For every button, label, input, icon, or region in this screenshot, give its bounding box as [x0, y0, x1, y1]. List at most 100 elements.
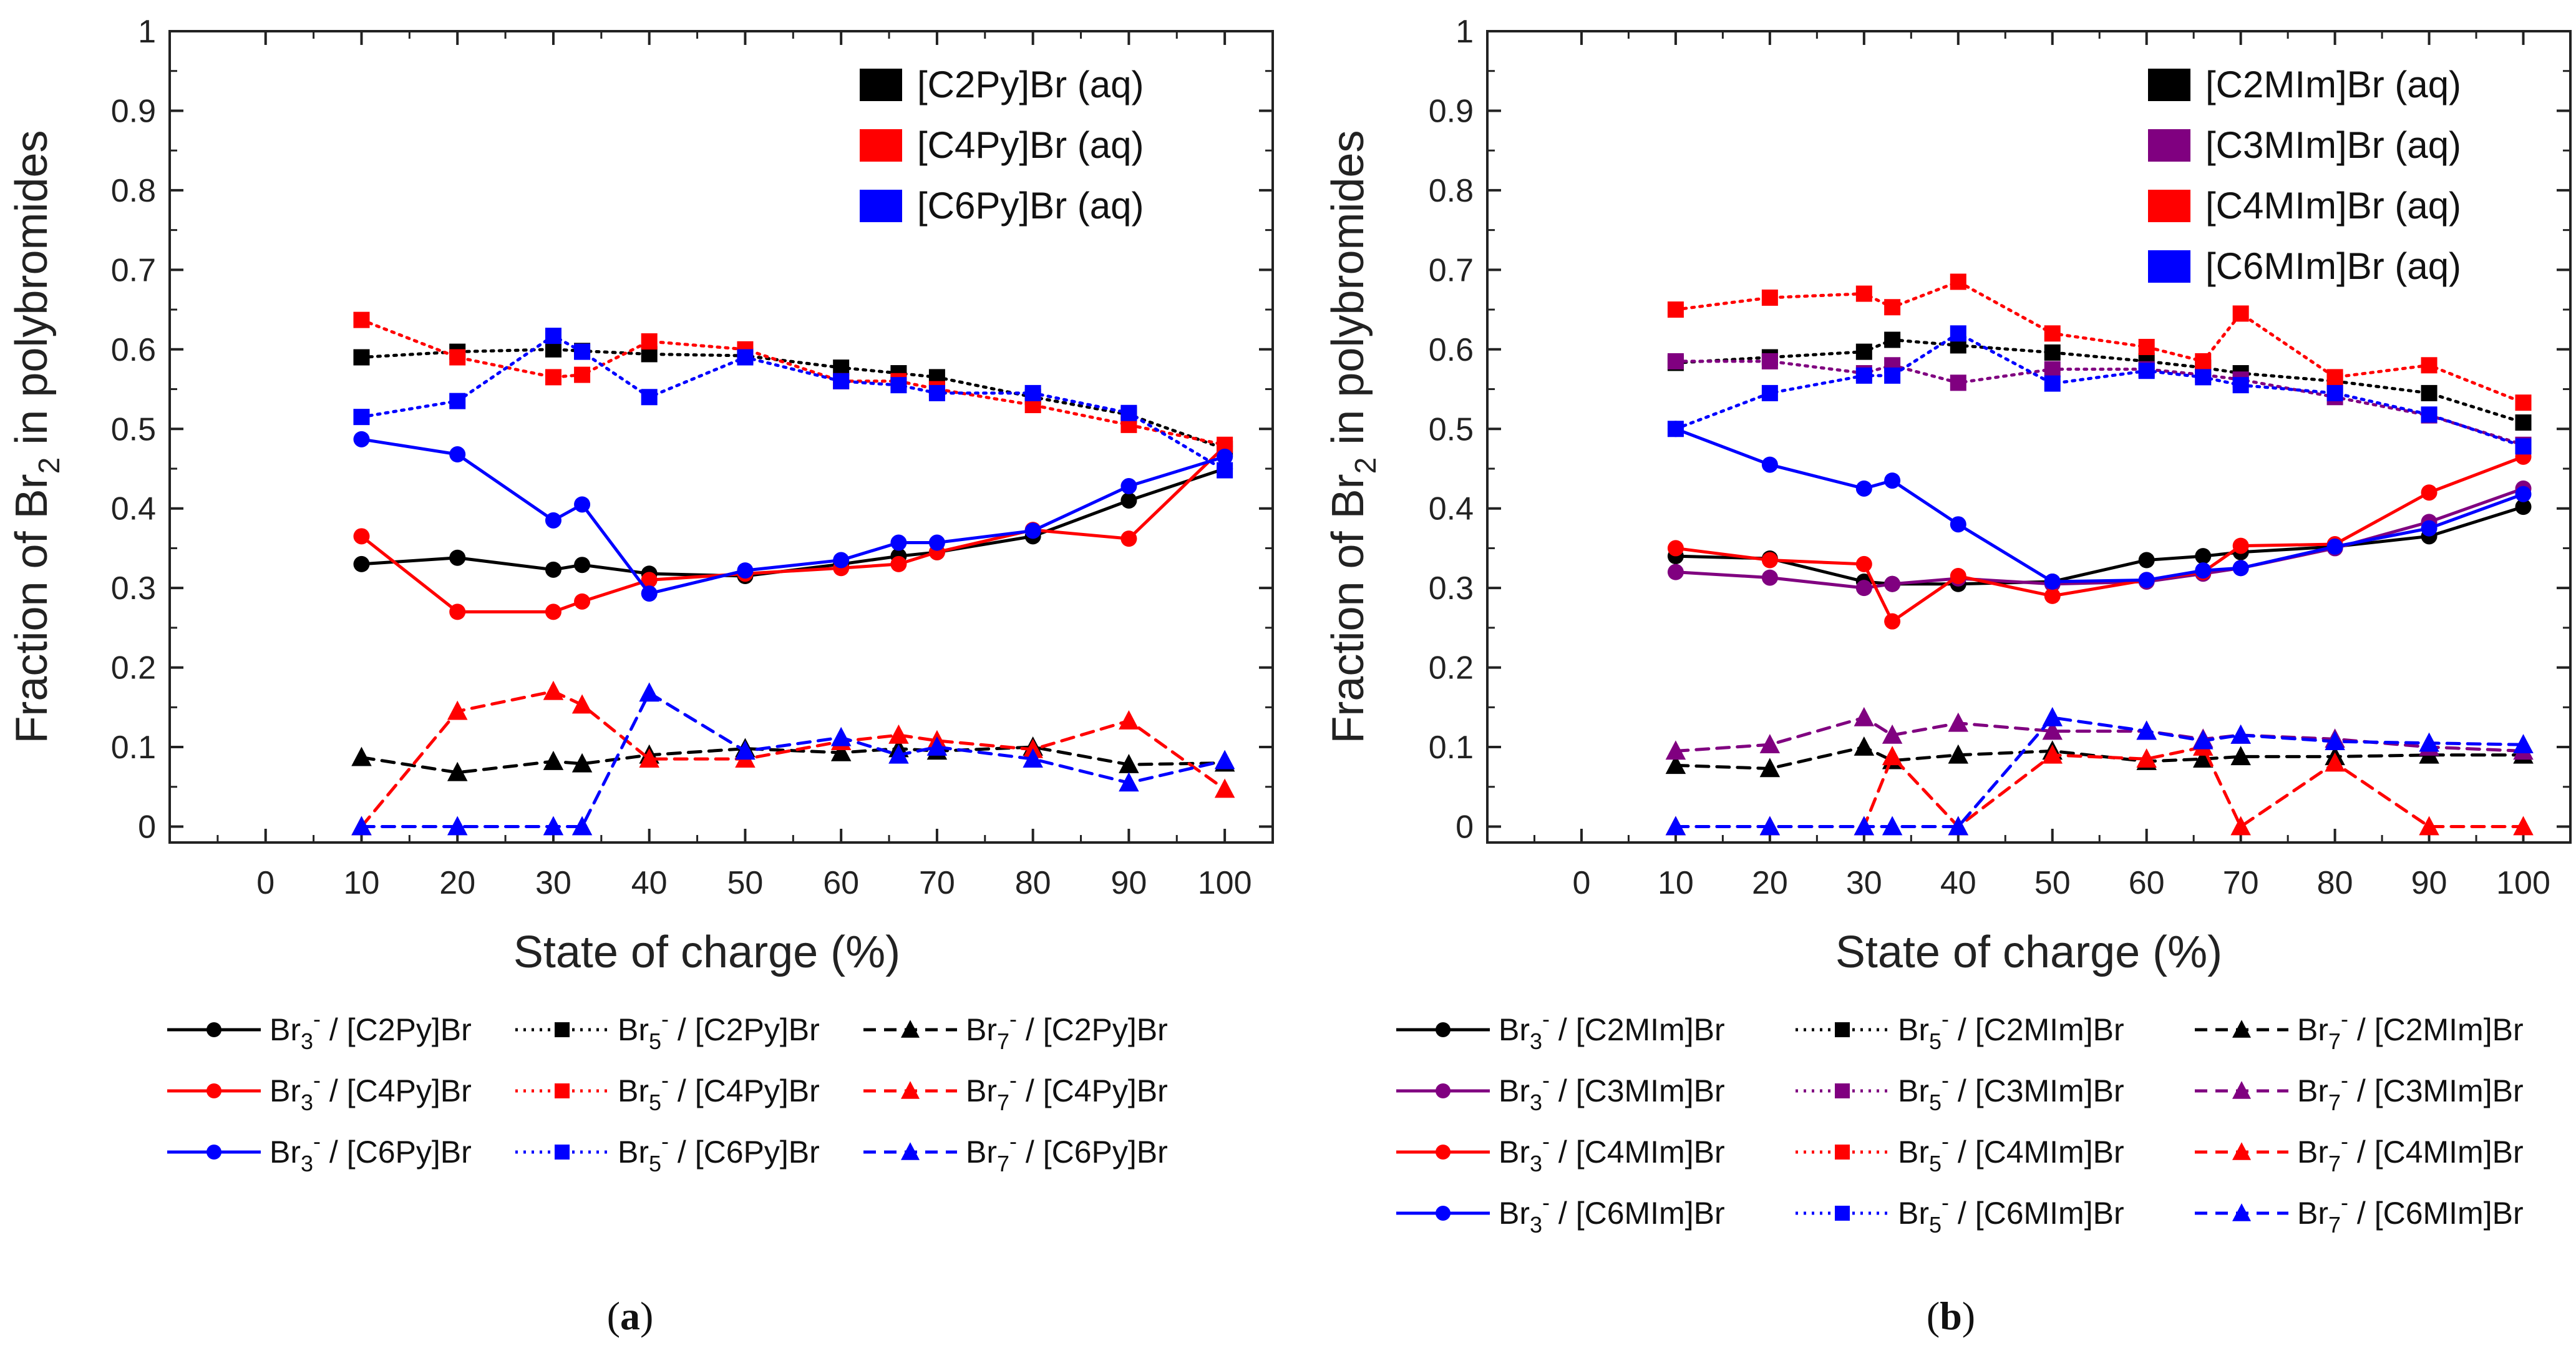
series-line [1674, 745, 2525, 770]
legend-salt: / [C2Py]Br [669, 1012, 820, 1047]
data-point [1882, 816, 1903, 836]
x-tick-label: 60 [823, 865, 859, 901]
data-point [1884, 613, 1901, 630]
series-br3-c6mim-br [1667, 421, 2532, 590]
data-point [1023, 748, 1043, 768]
y-tick-label: 0.5 [1429, 411, 1474, 447]
chart-panel-b: 00.10.20.30.40.50.60.70.80.910 10 20 30 40 50… [1323, 14, 2572, 1338]
data-point [1884, 299, 1901, 316]
legend-label: Br5- / [C3MIm]Br [1898, 1067, 2124, 1115]
data-point [1884, 331, 1901, 348]
legend-ion-subscript: 5 [1929, 1151, 1942, 1176]
bottom-legend-item: Br3- / [C2Py]Br [167, 1006, 472, 1054]
legend-marker [2232, 1020, 2251, 1038]
x-tick-label: 50 [727, 865, 764, 901]
bottom-legend-item: Br5- / [C2Py]Br [515, 1006, 820, 1054]
legend-marker [207, 1145, 221, 1160]
y-axis-title-tail: in polybromides [1323, 130, 1373, 457]
data-point [449, 603, 466, 620]
series-br5-c6py-br [353, 328, 1233, 479]
data-point [571, 753, 593, 773]
data-point [1120, 492, 1137, 509]
legend-salt: / [C4Py]Br [1017, 1073, 1168, 1108]
legend-ion-subscript: 3 [1530, 1090, 1542, 1115]
legend-ion: Br [618, 1073, 649, 1108]
data-point [1665, 816, 1686, 836]
series-line [359, 334, 1227, 472]
y-axis-title-main: Fraction of Br [7, 474, 57, 743]
data-point [1214, 778, 1235, 798]
legend-ion-subscript: 5 [649, 1090, 661, 1115]
data-point [1759, 758, 1781, 778]
bottom-legend-item: Br7- / [C4Py]Br [863, 1067, 1168, 1115]
legend-label: [C2Py]Br (aq) [917, 64, 1144, 105]
data-point [1884, 367, 1901, 384]
data-point [2195, 548, 2212, 565]
y-tick-label: 0.1 [111, 730, 156, 766]
data-point [1761, 552, 1778, 569]
series-br3-c6py-br [353, 431, 1233, 602]
legend-marker [1436, 1145, 1451, 1160]
data-point [543, 816, 564, 836]
y-tick-label: 0.1 [1429, 730, 1474, 766]
data-point [2325, 731, 2345, 750]
series-line [359, 444, 1227, 613]
x-tick-label: 30 [535, 865, 571, 901]
bottom-legend-item: Br5- / [C3MIm]Br [1796, 1067, 2124, 1115]
legend-ion: Br [270, 1012, 301, 1047]
chart-panel-a: 00.10.20.30.40.50.60.70.80.910 10 20 30 40 50… [7, 14, 1274, 1338]
legend-ion: Br [618, 1012, 649, 1047]
data-point [1667, 301, 1684, 318]
data-point [2195, 353, 2212, 369]
bottom-legend-item: Br7- / [C3MIm]Br [2195, 1067, 2524, 1115]
bottom-legend-item: Br3- / [C6MIm]Br [1396, 1189, 1725, 1238]
data-point [1667, 353, 1684, 369]
legend-label: Br5- / [C2Py]Br [618, 1006, 820, 1054]
y-tick-label: 0.6 [1429, 332, 1474, 368]
legend-ion: Br [966, 1012, 997, 1047]
data-point [1884, 575, 1901, 592]
legend-salt: / [C4Py]Br [321, 1073, 472, 1108]
data-point [353, 349, 370, 366]
legend-ion: Br [1499, 1135, 1530, 1170]
legend-salt: / [C6MIm]Br [1949, 1196, 2124, 1231]
y-axis-title-subscript: 2 [33, 457, 66, 474]
y-tick-label: 0.9 [111, 93, 156, 129]
data-point [926, 736, 948, 756]
legend-salt: / [C3MIm]Br [1550, 1073, 1725, 1108]
legend-salt: / [C3MIm]Br [2348, 1073, 2524, 1108]
data-point [890, 534, 907, 551]
y-tick-label: 0.6 [111, 332, 156, 368]
x-tick-label: 70 [919, 865, 955, 901]
x-tick-label: 10 [344, 865, 380, 901]
legend-ion-superscript: - [661, 1006, 669, 1032]
data-point [353, 528, 370, 545]
series-line [1674, 338, 2525, 424]
data-point [2421, 357, 2437, 374]
y-axis-title: Fraction of Br2 in polybromides [7, 130, 66, 743]
x-tick-label: 100 [1198, 865, 1252, 901]
bottom-legend-item: Br7- / [C4MIm]Br [2195, 1128, 2524, 1176]
data-point [574, 496, 591, 513]
plot-frame [168, 30, 1274, 844]
legend-label: Br7- / [C4Py]Br [966, 1067, 1168, 1115]
panel-caption: (b) [1927, 1294, 1975, 1338]
data-point [353, 311, 370, 328]
legend-ion-subscript: 3 [301, 1028, 313, 1054]
legend-marker [1835, 1022, 1850, 1037]
bottom-legend-item: Br5- / [C2MIm]Br [1796, 1006, 2124, 1054]
series-line [359, 745, 1227, 774]
data-point [1761, 456, 1778, 473]
bottom-legend-item: Br7- / [C6Py]Br [863, 1128, 1168, 1176]
legend-salt: / [C2MIm]Br [2348, 1012, 2524, 1047]
data-point [2515, 394, 2532, 411]
data-point [1950, 516, 1966, 533]
series-line [1674, 280, 2525, 404]
data-point [2513, 816, 2534, 836]
data-point [1855, 367, 1872, 384]
legend-marker [1436, 1022, 1451, 1037]
legend-salt: / [C4MIm]Br [1550, 1135, 1725, 1170]
legend-label: Br5- / [C6Py]Br [618, 1128, 820, 1176]
data-point [1882, 724, 1903, 744]
legend-swatch [860, 190, 902, 222]
